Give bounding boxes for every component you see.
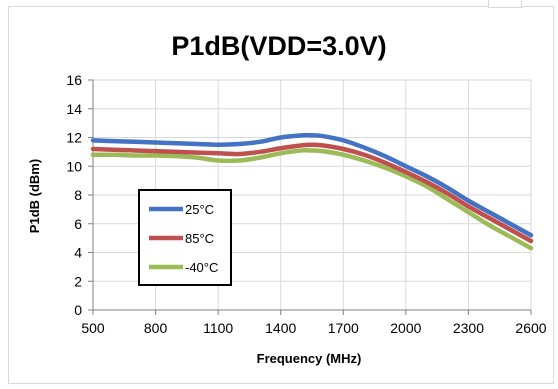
series-line bbox=[90, 147, 534, 251]
frame-tab bbox=[488, 0, 522, 8]
y-tick-label: 2 bbox=[74, 273, 82, 289]
y-tick-label: 0 bbox=[74, 302, 82, 318]
x-tick-label: 2300 bbox=[453, 320, 484, 336]
legend-label: 25°C bbox=[185, 202, 214, 217]
y-tick-label: 14 bbox=[66, 101, 82, 117]
x-tick-label: 1400 bbox=[265, 320, 296, 336]
x-tick-label: 500 bbox=[81, 320, 105, 336]
y-tick-label: 12 bbox=[66, 130, 82, 146]
series-layer bbox=[90, 132, 534, 251]
chart-title: P1dB(VDD=3.0V) bbox=[171, 31, 386, 61]
series-line bbox=[90, 142, 534, 244]
x-tick-label: 800 bbox=[144, 320, 168, 336]
x-tick-label: 1700 bbox=[328, 320, 359, 336]
series-line bbox=[90, 132, 534, 238]
x-tick-label: 2600 bbox=[515, 320, 546, 336]
x-tick-label: 2000 bbox=[390, 320, 421, 336]
x-axis-title: Frequency (MHz) bbox=[257, 351, 362, 366]
y-tick-label: 16 bbox=[66, 72, 82, 88]
y-tick-label: 10 bbox=[66, 158, 82, 174]
y-tick-label: 8 bbox=[74, 187, 82, 203]
x-tick-label: 1100 bbox=[203, 320, 233, 336]
y-axis-title: P1dB (dBm) bbox=[27, 159, 42, 233]
axes-layer bbox=[88, 79, 532, 315]
legend-label: -40°C bbox=[185, 260, 218, 275]
y-tick-label: 6 bbox=[74, 216, 82, 232]
legend-label: 85°C bbox=[185, 231, 214, 246]
legend-items: 25°C 85°C -40°C bbox=[149, 202, 218, 275]
legend: 25°C 85°C -40°C bbox=[138, 189, 232, 286]
tick-labels: 0 2 4 6 8 10 12 14 16 500 800 1100 1400 1700 2000 2300 2… bbox=[66, 72, 546, 336]
y-tick-label: 4 bbox=[74, 245, 82, 261]
